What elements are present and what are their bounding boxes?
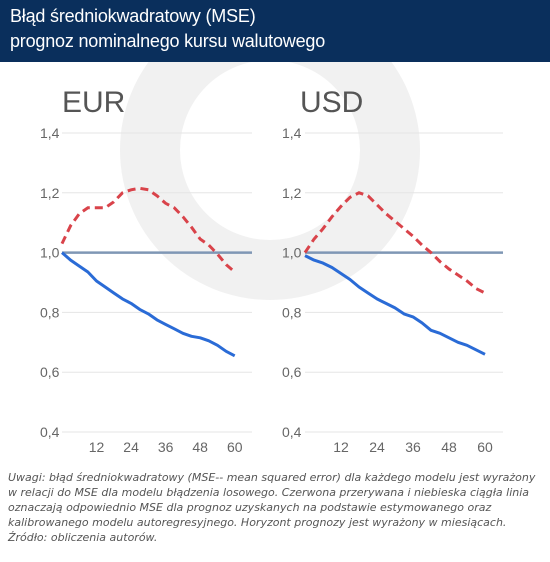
usd-x-tick-label: 24 xyxy=(369,439,385,455)
usd-y-tick-label: 0,4 xyxy=(282,424,302,440)
usd-y-tick-label: 1,0 xyxy=(282,245,302,261)
usd-y-tick-label: 1,4 xyxy=(282,125,302,141)
usd-series-calibrated-line xyxy=(304,254,486,356)
chart-title-line-1: Błąd średniokwadratowy (MSE) xyxy=(10,6,256,26)
usd-y-tick-label: 0,8 xyxy=(282,304,302,320)
eur-x-tick-label: 24 xyxy=(123,439,139,455)
eur-y-tick-label: 0,8 xyxy=(40,304,60,320)
usd-x-tick-label: 60 xyxy=(477,439,493,455)
source-text: Źródło: obliczenia autorów. xyxy=(8,531,158,544)
eur-x-tick-label: 48 xyxy=(192,439,208,455)
eur-x-tick-label: 12 xyxy=(89,439,105,455)
eur-y-tick-label: 1,2 xyxy=(40,185,60,201)
chart-header: Błąd średniokwadratowy (MSE) prognoz nom… xyxy=(0,0,550,62)
notes-text: Uwagi: błąd średniokwadratowy (MSE-- mea… xyxy=(8,471,536,529)
eur-series-calibrated-line xyxy=(61,251,236,358)
usd-x-tick-label: 36 xyxy=(405,439,421,455)
eur-y-tick-label: 1,0 xyxy=(40,245,60,261)
usd-panel-title: USD xyxy=(300,86,363,119)
eur-x-tick-label: 36 xyxy=(158,439,174,455)
eur-panel-title: EUR xyxy=(62,86,125,119)
eur-y-tick-label: 1,4 xyxy=(40,125,60,141)
eur-y-tick-label: 0,4 xyxy=(40,424,60,440)
usd-y-tick-label: 1,2 xyxy=(282,185,302,201)
chart-notes: Uwagi: błąd średniokwadratowy (MSE-- mea… xyxy=(8,470,543,545)
usd-y-tick-label: 0,6 xyxy=(282,364,302,380)
watermark-logo-inner xyxy=(180,62,360,240)
chart-title-line-2: prognoz nominalnego kursu walutowego xyxy=(10,31,326,51)
eur-y-tick-label: 0,6 xyxy=(40,364,60,380)
usd-x-tick-label: 48 xyxy=(441,439,457,455)
eur-x-tick-label: 60 xyxy=(227,439,243,455)
usd-x-tick-label: 12 xyxy=(333,439,349,455)
